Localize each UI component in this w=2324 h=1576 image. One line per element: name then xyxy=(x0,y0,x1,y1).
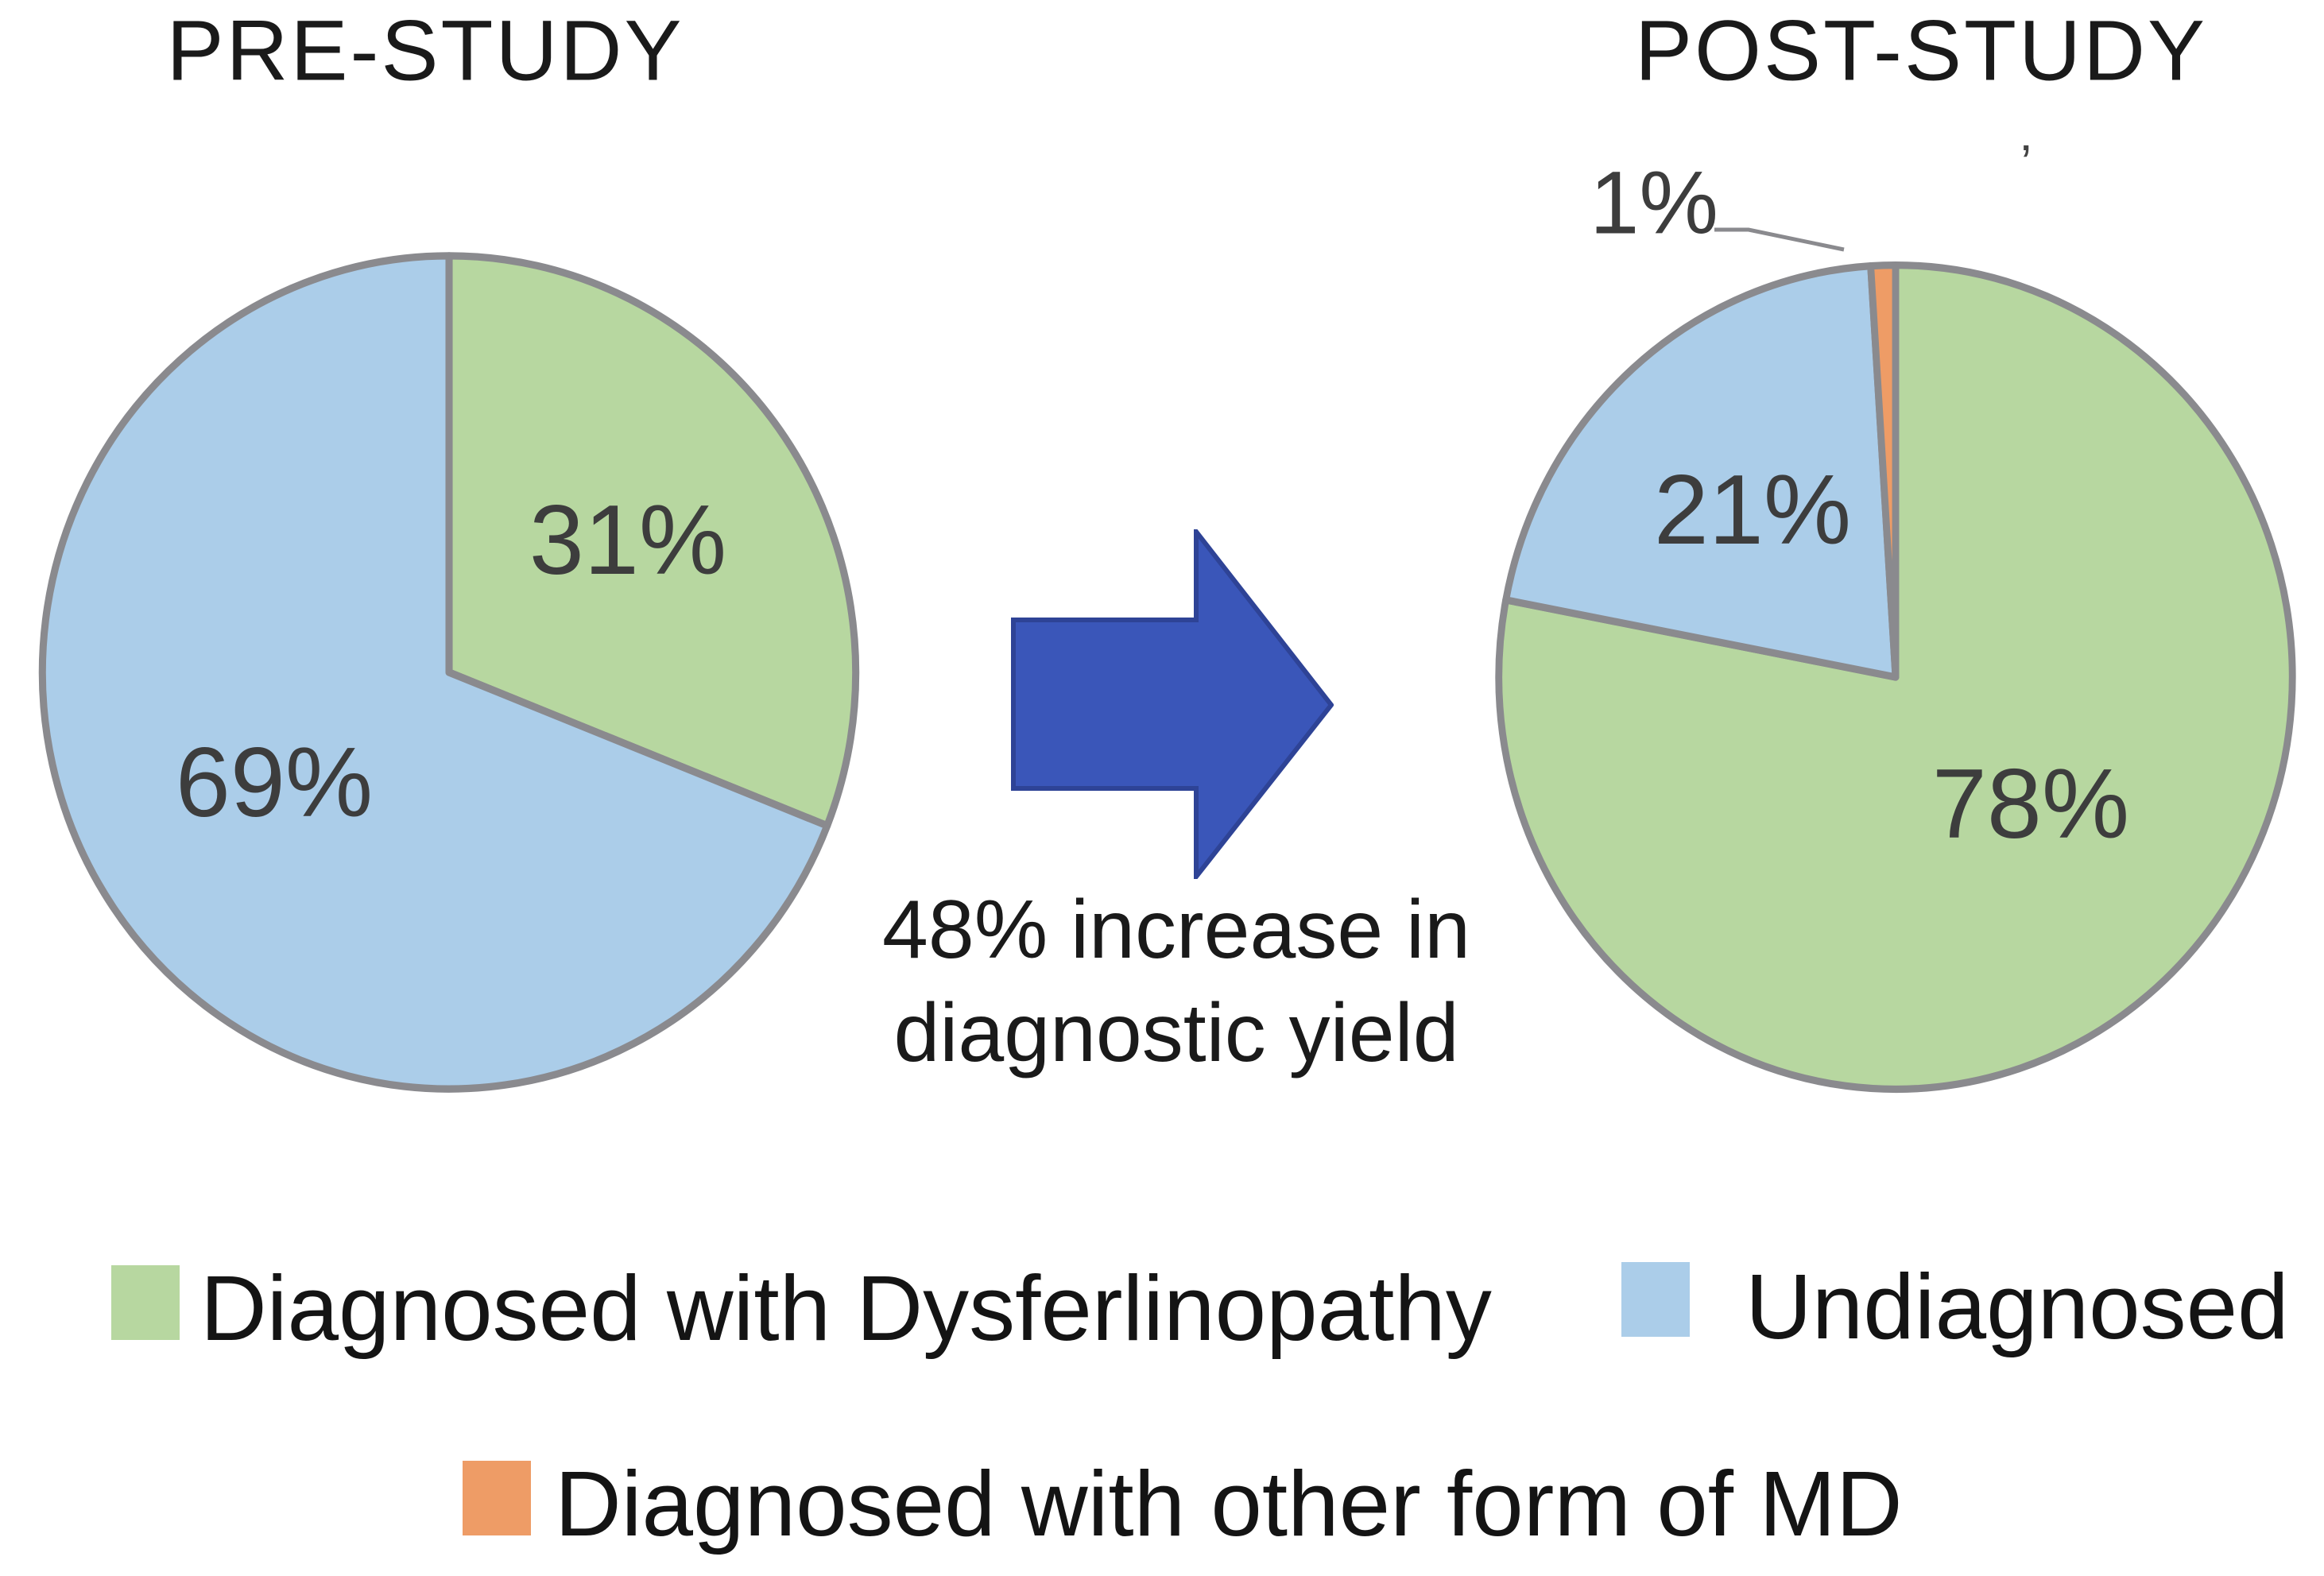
post-study-title: POST-STUDY xyxy=(1634,2,2208,99)
legend-swatch-other-md xyxy=(463,1461,531,1535)
increase-caption-line1: 48% increase in xyxy=(882,884,1470,976)
legend-label-undiagnosed: Undiagnosed xyxy=(1745,1255,2289,1358)
post-study-blue-slice-label: 21% xyxy=(1653,455,1852,565)
legend-label-other-md: Diagnosed with other form of MD xyxy=(555,1452,1903,1555)
leader-line-path xyxy=(1714,227,1845,252)
legend-swatch-diagnosed-dysferlinopathy xyxy=(111,1265,180,1340)
legend-label-diagnosed-dysferlinopathy: Diagnosed with Dysferlinopathy xyxy=(200,1257,1492,1360)
one-percent-leader-line xyxy=(1714,227,1845,252)
pie-slice-undiagnosed xyxy=(1502,262,1900,681)
post-study-green-slice-label: 78% xyxy=(1931,749,2130,859)
pre-study-blue-slice-label: 69% xyxy=(175,728,374,838)
increase-caption-line2: diagnostic yield xyxy=(893,987,1459,1079)
stray-mark: ’ xyxy=(2020,134,2032,192)
pie-slice-diagnosed-dysferlinopathy xyxy=(445,252,860,830)
post-study-pie-chart xyxy=(1495,261,2296,1093)
legend-swatch-undiagnosed xyxy=(1621,1262,1690,1337)
right-arrow-shape xyxy=(1011,529,1334,879)
pie-slice-undiagnosed xyxy=(38,252,831,1093)
increase-caption: 48% increase in diagnostic yield xyxy=(882,878,1470,1085)
pre-study-pie-chart xyxy=(38,252,860,1093)
right-arrow-icon xyxy=(1011,529,1334,879)
pre-study-green-slice-label: 31% xyxy=(529,486,727,595)
pre-study-title: PRE-STUDY xyxy=(166,2,684,99)
pie-slice-diagnosed-dysferlinopathy xyxy=(1495,261,2296,1093)
pie-slice-other-md xyxy=(1867,261,1900,681)
post-study-orange-slice-label: 1% xyxy=(1590,153,1718,253)
